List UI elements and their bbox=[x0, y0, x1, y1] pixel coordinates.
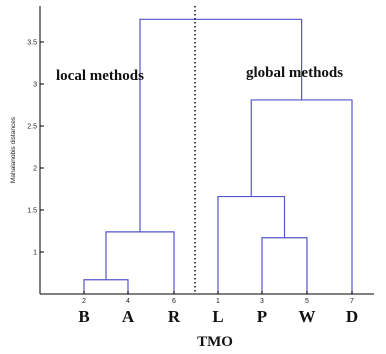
y-tick-label: 1 bbox=[33, 250, 37, 257]
dendrogram-links bbox=[83, 18, 353, 294]
leaf-number-label: 6 bbox=[172, 298, 176, 305]
leaf-number-label: 2 bbox=[82, 298, 86, 305]
leaf-number-label: 5 bbox=[305, 298, 309, 305]
y-ticks: 1 1.5 2 2.5 3 3.5 bbox=[27, 40, 44, 257]
leaf-letter-label: P bbox=[257, 307, 267, 326]
dendrogram-link bbox=[261, 237, 308, 294]
y-tick-label: 2 bbox=[33, 166, 37, 173]
dendrogram-link bbox=[105, 231, 175, 294]
axes bbox=[39, 6, 374, 295]
dendrogram-link bbox=[83, 279, 129, 294]
leaf-letter-label: W bbox=[299, 307, 316, 326]
y-tick-label: 3.5 bbox=[27, 40, 37, 47]
dendrogram-link bbox=[139, 18, 303, 232]
leaf-number-label: 4 bbox=[126, 298, 130, 305]
leaf-number-label: 3 bbox=[260, 298, 264, 305]
leaf-number-label: 1 bbox=[216, 298, 220, 305]
x-axis-label: TMO bbox=[197, 334, 233, 350]
y-tick-label: 3 bbox=[33, 82, 37, 89]
y-axis-label: Mahalanobis distances bbox=[10, 116, 17, 183]
y-tick-label: 1.5 bbox=[27, 208, 37, 215]
y-tick-label: 2.5 bbox=[27, 124, 37, 131]
leaf-letter-label: L bbox=[212, 307, 223, 326]
leaf-number-label: 7 bbox=[350, 298, 354, 305]
leaf-letter-label: R bbox=[168, 307, 181, 326]
dendrogram-link bbox=[217, 195, 286, 294]
global-methods-label: global methods bbox=[246, 65, 343, 81]
leaf-letter-label: A bbox=[122, 307, 135, 326]
leaf-letter-label: D bbox=[346, 307, 358, 326]
leaf-letter-label: B bbox=[78, 307, 89, 326]
local-methods-label: local methods bbox=[56, 68, 144, 84]
leaf-labels: 2 B 4 A 6 R 1 L 3 P 5 W 7 D bbox=[78, 291, 358, 326]
